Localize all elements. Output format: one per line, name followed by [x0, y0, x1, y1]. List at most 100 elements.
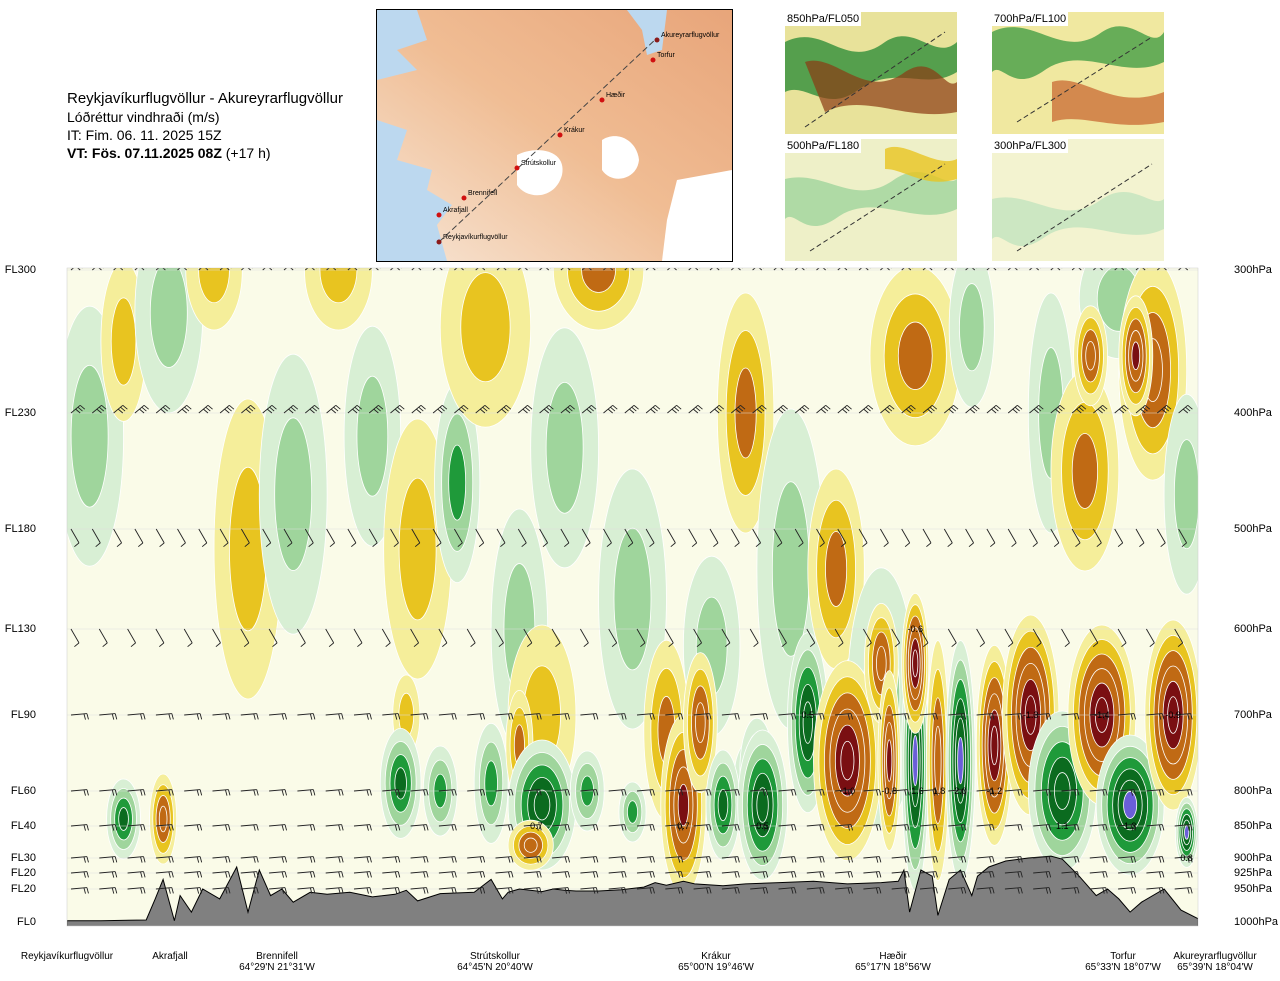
level-label-hpa: 900hPa — [1234, 852, 1272, 864]
level-label-fl: FL0 — [17, 916, 36, 928]
wind-barb — [976, 789, 995, 796]
downdraft-contour — [934, 725, 942, 796]
waypoint-marker — [514, 165, 520, 171]
wind-barb — [467, 887, 486, 894]
wind-barb — [539, 404, 554, 414]
wind-barb — [1146, 789, 1165, 796]
wind-barb — [353, 789, 372, 796]
wind-barb — [1004, 628, 1014, 648]
downdraft-contour — [825, 531, 848, 607]
level-map-850: 850hPa/FL050 — [785, 12, 957, 134]
wind-barb — [353, 887, 372, 894]
wind-barb — [368, 404, 384, 414]
updraft-contour — [756, 787, 769, 823]
wind-barb — [919, 789, 938, 796]
wind-barb — [432, 528, 442, 548]
wind-barb — [410, 628, 419, 648]
level-label-hpa: 925hPa — [1234, 867, 1272, 879]
wind-barb — [552, 887, 571, 894]
wind-barb — [891, 887, 910, 894]
wind-barb — [70, 628, 80, 648]
wind-barb — [198, 528, 208, 548]
wind-barb — [919, 824, 938, 831]
station-name: Akrafjall — [152, 951, 188, 962]
wind-barb — [325, 628, 335, 648]
station-name: Reykjavíkurflugvöllur — [20, 951, 114, 962]
wind-barb — [155, 856, 174, 863]
wind-barb — [177, 404, 192, 414]
wind-barb — [438, 713, 457, 720]
wind-barb — [523, 871, 542, 878]
wind-barb — [1118, 856, 1137, 863]
wind-barb — [863, 887, 882, 894]
wind-barb — [636, 713, 655, 720]
wind-barb — [212, 856, 231, 863]
wind-barb — [1007, 528, 1017, 548]
wind-barb — [382, 824, 401, 831]
wind-barb — [523, 789, 542, 796]
wind-barb — [948, 713, 967, 720]
wind-barb — [976, 856, 995, 863]
wind-barb — [580, 789, 599, 796]
wind-barb — [1146, 713, 1165, 720]
station-label: Krákur 65°00'N 19°46'W — [666, 951, 766, 973]
wind-barb — [1061, 856, 1080, 863]
wind-barb — [1033, 789, 1052, 796]
wind-barb — [297, 871, 316, 878]
wind-barb — [390, 404, 405, 414]
waypoint-label: Akureyrarflugvöllur — [661, 32, 720, 39]
updraft-contour — [717, 788, 729, 822]
wind-barb — [467, 856, 486, 863]
wind-barb — [297, 789, 316, 796]
wind-barb — [880, 404, 895, 414]
wind-barb — [948, 824, 967, 831]
wind-barb — [552, 824, 571, 831]
wind-barb — [353, 824, 372, 831]
wind-barb — [837, 404, 852, 414]
wind-barb — [241, 404, 256, 414]
wind-barb — [269, 789, 288, 796]
updraft-contour — [802, 701, 813, 744]
wind-barb — [325, 887, 344, 894]
waypoint-label: Brennifell — [468, 190, 498, 197]
level-map-label: 700hPa/FL100 — [992, 12, 1069, 26]
wind-barb — [467, 824, 486, 831]
level-label-fl: FL30 — [10, 852, 36, 864]
wind-barb — [1061, 789, 1080, 796]
wind-barb — [560, 528, 570, 548]
wind-barb — [721, 628, 731, 648]
wind-barb — [381, 628, 391, 648]
contour-value-label: -1.3 — [1023, 710, 1039, 720]
wind-barb — [645, 528, 655, 548]
wind-barb — [806, 824, 825, 831]
wind-barb — [382, 871, 401, 878]
wind-barb — [901, 404, 916, 414]
wind-barb — [608, 713, 627, 720]
wind-barb — [778, 713, 797, 720]
wind-barb — [155, 628, 165, 648]
wind-barb — [1089, 824, 1108, 831]
wind-barb — [1093, 404, 1108, 414]
wind-barb — [240, 871, 259, 878]
waypoint-marker — [461, 195, 467, 201]
contour-value-label: 0.5 — [756, 821, 769, 831]
updraft-contour — [356, 375, 389, 497]
wind-barb — [1178, 404, 1193, 414]
wind-barbs — [70, 268, 1193, 894]
wind-barb — [454, 404, 469, 414]
wind-barb — [297, 824, 316, 831]
downdraft-contour — [398, 477, 437, 621]
wind-barb — [1118, 789, 1137, 796]
wind-barb — [693, 628, 702, 648]
wind-barb — [496, 528, 506, 548]
wind-barb — [382, 713, 401, 720]
wind-barb — [1061, 628, 1070, 648]
level-label-hpa: 400hPa — [1234, 407, 1272, 419]
wind-barb — [1089, 887, 1108, 894]
wind-barb — [155, 713, 174, 720]
wind-barb — [70, 856, 89, 863]
wind-barb — [410, 871, 429, 878]
wind-barb — [99, 789, 118, 796]
wind-barb — [1174, 887, 1193, 894]
